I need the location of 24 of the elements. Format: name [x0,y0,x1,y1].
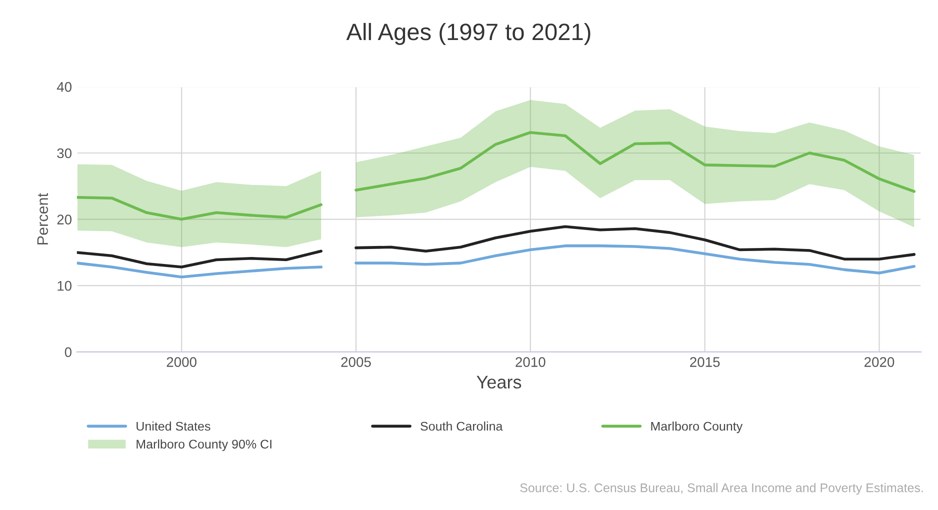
y-axis-title: Percent [37,193,48,244]
legend-label: United States [136,421,210,431]
line-series [354,131,916,193]
y-tick-label: 40 [56,82,72,92]
x-tick-label: 2005 [341,357,371,367]
x-tick-label: 2020 [864,357,894,367]
y-tick-label: 10 [58,280,72,291]
source-note: Source: U.S. Census Bureau, Small Area Income and Poverty Estimates. [520,483,923,495]
line-series [76,262,322,278]
line-series [354,244,916,274]
x-tick-label: 2000 [166,357,196,367]
x-tick-label: 2010 [516,357,546,367]
x-tick-label: 2015 [690,357,720,367]
legend-label: Marlboro County [651,421,743,434]
x-axis-title: Years [476,376,522,389]
legend-label: South Carolina [420,421,503,431]
line-series [76,196,322,221]
chart-title: All Ages (1997 to 2021) [346,22,590,45]
text: Marlboro County 90% CI [136,439,272,452]
y-tick-label: 30 [57,148,72,158]
y-tick-label: 0 [64,347,72,358]
y-tick-label: 20 [57,214,72,224]
line-series [76,250,322,268]
line-series [354,225,916,260]
